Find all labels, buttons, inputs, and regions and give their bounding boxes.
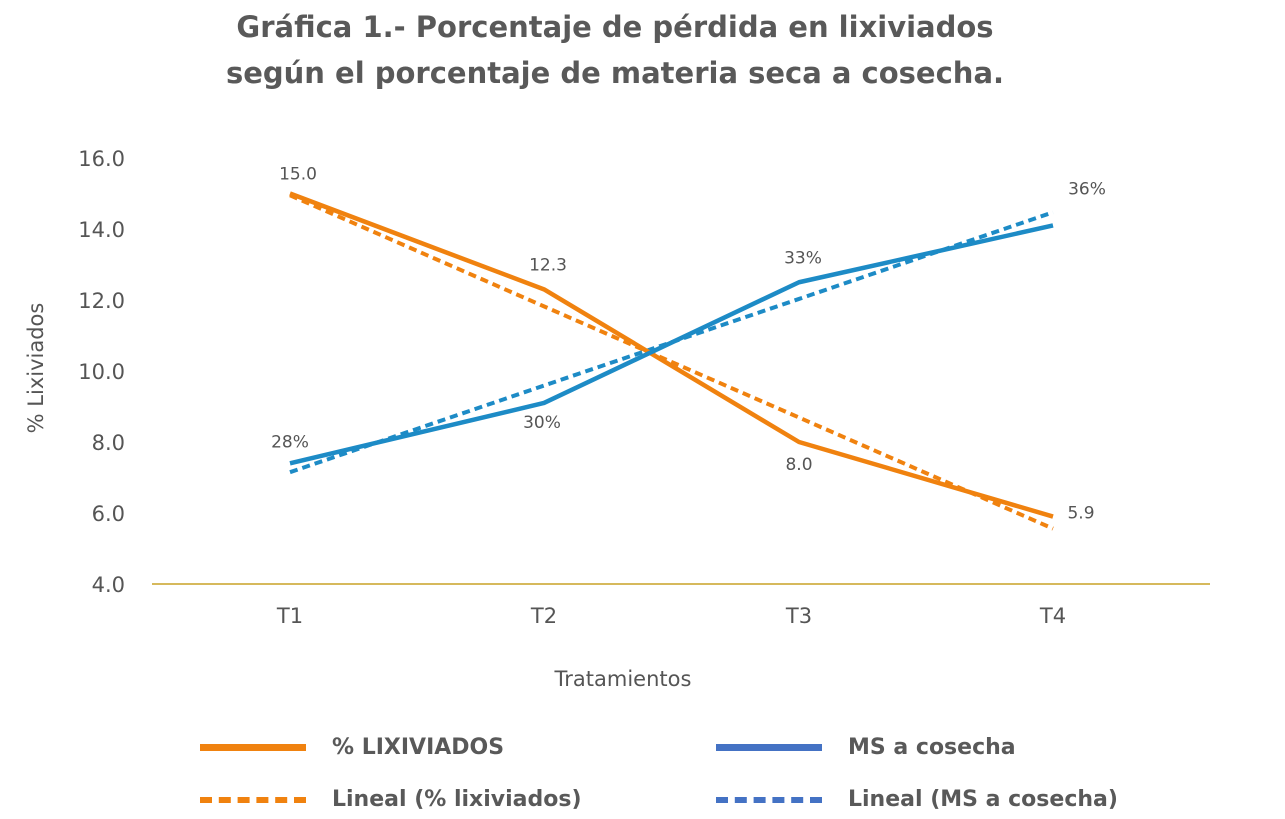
- chart-title-line-1: Gráfica 1.- Porcentaje de pérdida en lix…: [236, 10, 994, 44]
- data-labels: 15.0 12.3 8.0 5.9 28% 30% 33% 36%: [271, 165, 1106, 524]
- data-label-series-0: 12.3: [529, 255, 567, 275]
- series-group: [289, 191, 1054, 531]
- series-line-0: [289, 191, 1054, 519]
- data-label-series-1: 36%: [1068, 179, 1106, 199]
- x-tick-label: T1: [276, 604, 303, 628]
- y-tick-label: 10.0: [78, 360, 125, 384]
- data-label-series-1: 28%: [271, 432, 309, 452]
- y-tick-label: 16.0: [78, 147, 125, 171]
- x-axis-title: Tratamientos: [554, 667, 692, 691]
- data-label-series-0: 5.9: [1067, 504, 1094, 524]
- series-line-1: [289, 223, 1054, 466]
- data-label-series-0: 15.0: [279, 165, 317, 185]
- data-label-series-1: 30%: [523, 413, 561, 433]
- data-label-series-1: 33%: [784, 248, 822, 268]
- x-tick-label: T2: [530, 604, 557, 628]
- y-axis-ticks: 16.0 14.0 12.0 10.0 8.0 6.0 4.0: [78, 147, 125, 597]
- x-tick-label: T3: [785, 604, 812, 628]
- series-line-2: [289, 193, 1054, 531]
- data-label-series-0: 8.0: [785, 455, 812, 475]
- x-axis-ticks: T1 T2 T3 T4: [276, 604, 1066, 628]
- y-tick-label: 8.0: [92, 431, 125, 455]
- y-tick-label: 6.0: [92, 502, 125, 526]
- y-axis-title: % Lixiviados: [24, 303, 48, 434]
- y-tick-label: 12.0: [78, 289, 125, 313]
- chart-title-line-2: según el porcentaje de materia seca a co…: [225, 56, 1005, 90]
- x-tick-label: T4: [1039, 604, 1066, 628]
- y-tick-label: 4.0: [92, 573, 125, 597]
- y-tick-label: 14.0: [78, 218, 125, 242]
- chart-title: Gráfica 1.- Porcentaje de pérdida en lix…: [0, 4, 1230, 96]
